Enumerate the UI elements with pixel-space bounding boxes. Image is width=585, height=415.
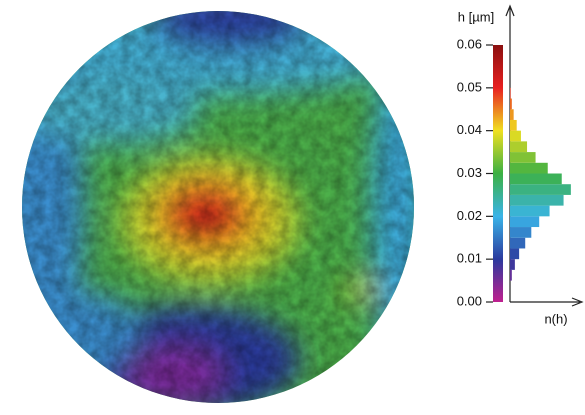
histogram-bar [510,141,528,153]
y-tick-label: 0.04 [457,122,482,137]
y-axis-label: h [µm] [458,9,494,24]
histogram-bar [510,87,511,99]
histogram-bar [510,184,571,195]
height-map [22,11,414,403]
histogram-bar [510,130,521,142]
histogram-bar [510,269,512,281]
histogram-bar [510,248,520,260]
histogram-bar [510,205,550,217]
histogram-bar [510,259,515,270]
histogram-bar [510,152,536,163]
histogram-bar [510,237,526,249]
histogram-bar [510,173,562,185]
histogram-bar [510,227,532,238]
y-tick-label: 0.06 [457,36,482,51]
histogram-bar [510,98,512,110]
y-tick-label: 0.02 [457,208,482,223]
histogram-bar [510,119,517,131]
x-axis [510,297,584,307]
x-axis-label: n(h) [544,311,567,326]
y-tick-label: 0.03 [457,165,482,180]
histogram-bar [510,194,564,206]
y-tick-label: 0.00 [457,293,482,308]
histogram-bar [510,162,548,174]
histogram-bar [510,216,540,228]
y-tick-label: 0.01 [457,251,482,266]
y-tick-label: 0.05 [457,79,482,94]
histogram-bar [510,109,514,120]
colorbar [493,45,503,302]
